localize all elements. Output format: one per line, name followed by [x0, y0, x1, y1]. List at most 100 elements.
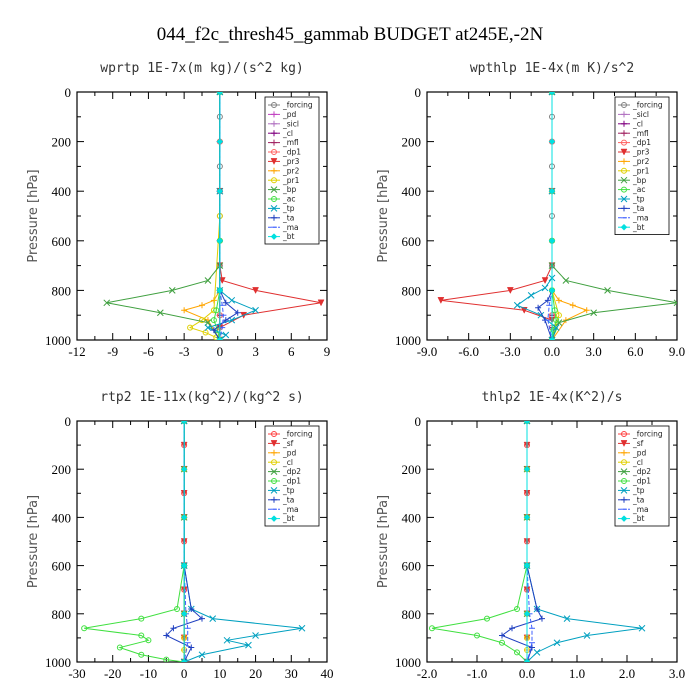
data-point [514, 605, 520, 612]
legend-entry: _ta [618, 495, 644, 504]
data-point [555, 297, 562, 304]
legend-label: _mfl [632, 129, 649, 138]
data-point [553, 317, 560, 324]
panel-1: wprtp 1E-7x(m kg)/(s^2 kg) 0 200 400 600 800 1… [26, 61, 330, 359]
data-point [210, 327, 217, 334]
data-point [180, 658, 188, 662]
data-point [523, 421, 531, 425]
series-pr1 [549, 92, 562, 340]
series-tp [204, 92, 259, 340]
legend-marker [271, 139, 277, 146]
legend-marker [270, 487, 278, 494]
legend-entry: _ma [618, 213, 649, 222]
y-axis-label: Pressure [hPa] [376, 495, 391, 588]
x-tick-label: 40 [321, 666, 334, 681]
data-point [204, 319, 212, 326]
legend-marker [620, 223, 628, 231]
legend-marker [620, 148, 628, 156]
x-tick-label: 0.0 [519, 666, 535, 681]
panel-title: wprtp 1E-7x(m kg)/(s^2 kg) [100, 61, 304, 76]
data-point [204, 277, 212, 284]
series-line [500, 421, 543, 662]
legend-entry: _forcing [268, 430, 313, 439]
legend-entry: _bt [268, 514, 295, 523]
y-axis-label: Pressure [hPa] [26, 495, 41, 588]
series-ta [499, 421, 545, 662]
legend-label: _dp2 [282, 467, 301, 476]
legend-entry: _cl [268, 458, 293, 467]
data-point [535, 304, 542, 311]
legend-label: _ta [632, 495, 644, 504]
data-point [523, 610, 531, 618]
legend-label: _ac [632, 185, 645, 194]
data-point [223, 636, 231, 644]
legend-label: _tp [282, 486, 295, 495]
x-tick-label: -2.0 [417, 666, 438, 681]
y-axis-label: Pressure [hPa] [26, 169, 41, 262]
data-point [138, 651, 145, 658]
data-point [513, 301, 521, 309]
legend-entry: _pd [268, 110, 297, 119]
x-tick-label: 6 [288, 344, 295, 359]
data-point [180, 465, 188, 473]
series-bt [180, 421, 188, 662]
legend-label: _pr3 [282, 157, 300, 166]
legend-label: _dp1 [282, 477, 301, 486]
y-tick-label: 400 [402, 510, 422, 525]
legend: _forcing_sf_pd_cl_dp2_dp1_tp_ta_ma_bt [614, 425, 670, 527]
x-tick-label: 0 [181, 666, 188, 681]
legend-label: _ta [632, 204, 644, 213]
data-point [216, 336, 224, 340]
x-tick-label: 3 [252, 344, 259, 359]
legend-marker [621, 449, 627, 456]
data-point [534, 605, 540, 612]
legend-marker [621, 130, 627, 137]
legend-label: _tp [632, 486, 645, 495]
data-point [188, 644, 195, 651]
legend-label: _ta [282, 495, 294, 504]
legend-label: _dp1 [282, 148, 301, 157]
data-point [163, 632, 170, 639]
legend-label: _tp [282, 204, 295, 213]
legend-label: _pd [282, 110, 297, 119]
legend-label: _cl [282, 129, 293, 138]
data-point [209, 615, 217, 622]
x-tick-label: -30 [68, 666, 85, 681]
legend-marker [621, 186, 627, 193]
data-point [673, 299, 677, 307]
legend-label: _ac [282, 195, 295, 204]
x-tick-label: -3.0 [500, 344, 521, 359]
legend-entry: _ac [618, 185, 645, 194]
series-line [206, 92, 257, 340]
legend-entry: _pr1 [618, 166, 650, 175]
series-pr2 [181, 92, 223, 340]
legend-marker [621, 205, 627, 212]
legend-label: _bt [282, 514, 295, 523]
data-point [533, 649, 541, 656]
y-tick-label: 800 [52, 283, 72, 298]
legend-entry: _dp1 [268, 477, 301, 486]
y-tick-label: 0 [415, 85, 422, 100]
legend-entry: _tp [268, 204, 295, 213]
data-point [429, 625, 435, 632]
data-point [437, 297, 445, 304]
x-tick-label: -1.0 [467, 666, 488, 681]
y-tick-label: 1000 [395, 333, 421, 348]
data-point [550, 327, 557, 334]
legend-entry: _bp [618, 176, 647, 185]
data-point [552, 324, 560, 331]
x-tick-label: -10 [140, 666, 157, 681]
series-dp1 [81, 421, 188, 662]
data-point [216, 92, 224, 96]
y-tick-label: 800 [52, 607, 72, 622]
legend-marker [270, 468, 278, 475]
legend-entry: _ma [268, 505, 299, 514]
data-point [563, 615, 571, 622]
legend-label: _cl [282, 458, 293, 467]
data-point [548, 287, 556, 294]
legend-label: _ma [282, 505, 299, 514]
data-point [484, 615, 490, 622]
data-point [509, 625, 515, 632]
legend-marker [270, 515, 278, 522]
legend-label: _ma [632, 213, 649, 222]
